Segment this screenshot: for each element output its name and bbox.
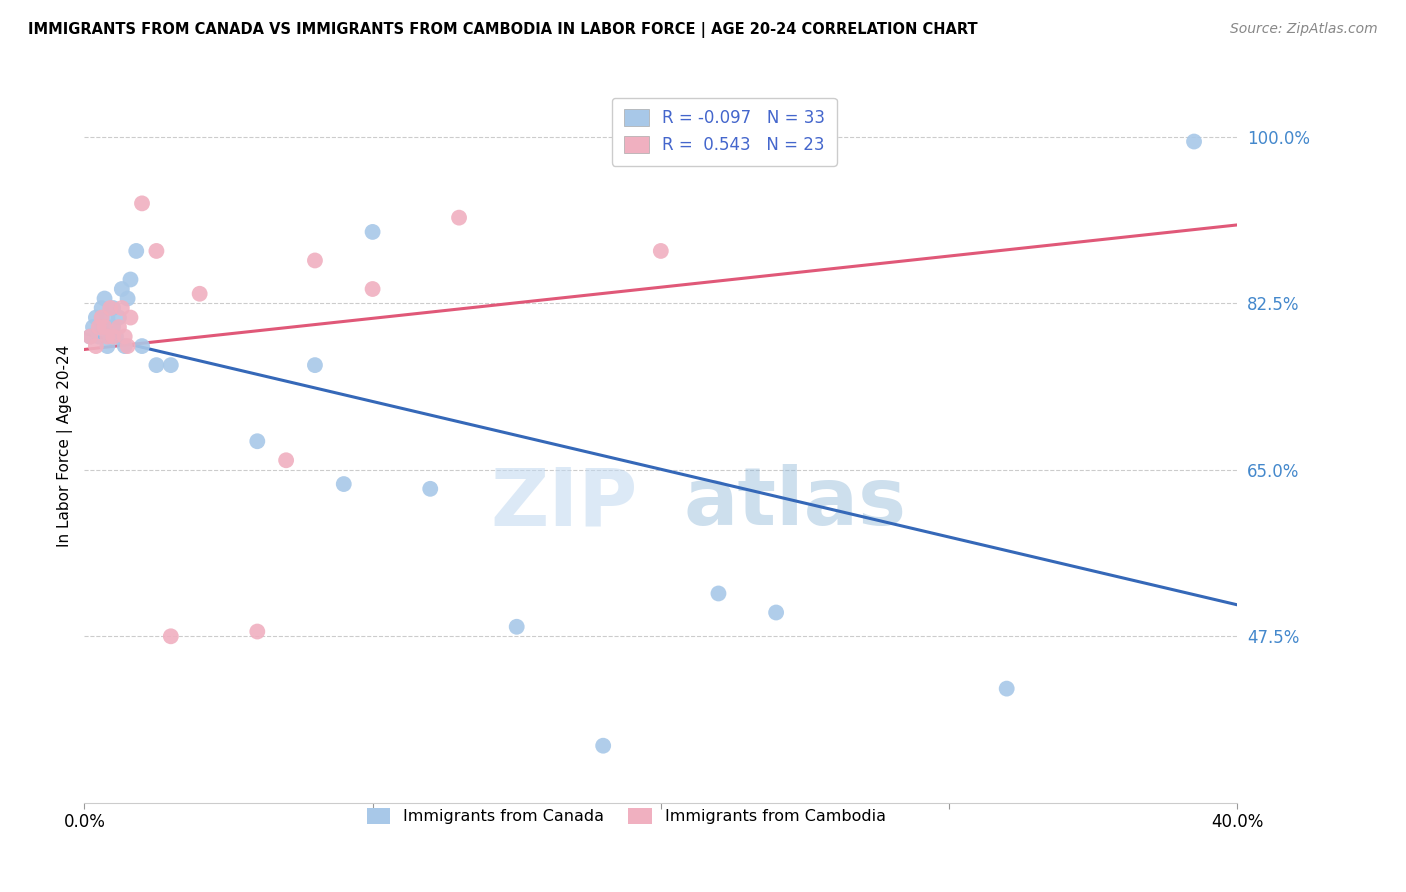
Point (90, 320, 112, 334)
Text: IMMIGRANTS FROM CANADA VS IMMIGRANTS FROM CAMBODIA IN LABOR FORCE | AGE 20-24 CO: IMMIGRANTS FROM CANADA VS IMMIGRANTS FRO… (28, 22, 977, 38)
Point (160, 629, 183, 643)
Point (995, 681, 1018, 696)
Point (592, 739, 614, 753)
Legend: Immigrants from Canada, Immigrants from Cambodia: Immigrants from Canada, Immigrants from … (360, 801, 893, 830)
Point (333, 477, 356, 491)
Point (145, 244, 167, 258)
Point (188, 286, 211, 301)
Point (117, 292, 139, 306)
Point (93, 292, 115, 306)
Point (361, 225, 384, 239)
Point (98, 329, 121, 343)
Point (96, 310, 118, 325)
Point (87, 329, 110, 343)
Point (93, 320, 115, 334)
Point (419, 482, 441, 496)
Point (82, 320, 104, 334)
Text: atlas: atlas (683, 464, 907, 542)
Y-axis label: In Labor Force | Age 20-24: In Labor Force | Age 20-24 (58, 345, 73, 547)
Point (145, 358, 167, 372)
Point (96, 339, 118, 353)
Point (1182, 135, 1205, 149)
Point (105, 329, 128, 343)
Point (90, 301, 112, 315)
Point (96, 329, 118, 343)
Point (650, 244, 672, 258)
Point (765, 606, 787, 620)
Point (125, 244, 148, 258)
Point (79, 329, 101, 343)
Point (506, 620, 529, 634)
Point (246, 434, 269, 449)
Point (131, 339, 153, 353)
Text: Source: ZipAtlas.com: Source: ZipAtlas.com (1230, 22, 1378, 37)
Point (120, 272, 142, 286)
Point (304, 358, 326, 372)
Point (361, 282, 384, 296)
Point (131, 196, 153, 211)
Point (449, 211, 471, 225)
Text: ZIP: ZIP (491, 464, 638, 542)
Point (103, 320, 124, 334)
Point (114, 329, 136, 343)
Point (111, 301, 134, 315)
Point (111, 282, 134, 296)
Point (84, 310, 107, 325)
Point (108, 310, 131, 325)
Point (108, 320, 131, 334)
Point (90, 310, 112, 325)
Point (120, 310, 142, 325)
Point (117, 339, 139, 353)
Point (304, 253, 326, 268)
Point (246, 624, 269, 639)
Point (103, 329, 124, 343)
Point (87, 320, 110, 334)
Point (79, 329, 101, 343)
Point (276, 453, 298, 467)
Point (114, 339, 136, 353)
Point (707, 586, 730, 600)
Point (98, 301, 121, 315)
Point (160, 358, 183, 372)
Point (103, 301, 124, 315)
Point (84, 339, 107, 353)
